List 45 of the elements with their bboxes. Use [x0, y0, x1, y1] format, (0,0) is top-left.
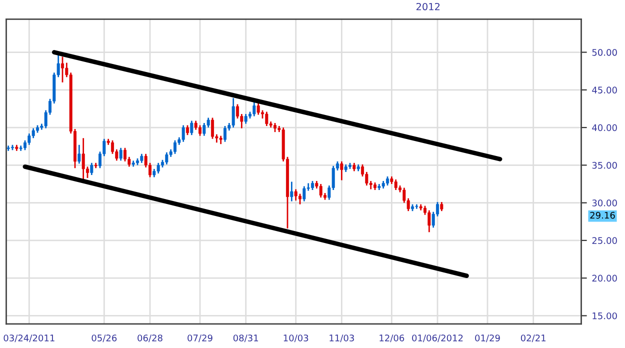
candlestick: [165, 152, 168, 166]
y-tick-label: 15.00: [592, 312, 617, 320]
candlestick: [340, 160, 344, 181]
candlestick: [319, 183, 322, 198]
x-tick-label: 01/29: [475, 334, 500, 342]
y-tick-label: 25.00: [592, 237, 617, 244]
y-tick-label: 40.00: [592, 124, 617, 132]
x-tick-label: 02/21: [520, 334, 546, 342]
candlestick: [190, 120, 194, 136]
candlestick: [186, 124, 189, 136]
candlestick: [28, 132, 31, 146]
candlestick: [244, 113, 248, 124]
y-tick-label: 35.00: [592, 162, 617, 169]
candlestick: [428, 210, 431, 233]
candlestick: [156, 162, 160, 174]
x-tick-label: 10/03: [284, 334, 308, 342]
candlestick: [294, 188, 298, 202]
x-tick-label: 12/06: [380, 334, 404, 342]
y-tick-label: 30.00: [592, 200, 617, 206]
candlestick: [78, 144, 81, 164]
y-tick-label: 50.00: [592, 48, 617, 56]
candlestick: [194, 120, 198, 130]
candlestick: [290, 181, 294, 202]
x-tick-label: 07/29: [188, 334, 212, 342]
candlestick: [90, 162, 94, 176]
x-tick-label: 06/28: [138, 334, 162, 342]
x-tick-label: 03/24/2011: [4, 334, 54, 342]
y-tick-label: 45.00: [592, 86, 617, 94]
candlestick: [119, 147, 122, 162]
candlestick: [232, 97, 235, 128]
x-tick-label: 05/26: [92, 334, 117, 342]
candlestick: [252, 100, 256, 117]
x-tick-label: 01/06/2012: [412, 334, 463, 342]
x-tick-label: 11/03: [330, 334, 354, 342]
text: 2012: [416, 2, 440, 10]
text: 29.16: [590, 212, 615, 219]
candlestick: [440, 201, 444, 212]
x-tick-label: 08/31: [233, 334, 258, 342]
candlestick: [82, 137, 85, 180]
candlestick: [394, 178, 398, 191]
candlestick: [140, 153, 144, 164]
candlestick: [302, 186, 306, 202]
y-tick-label: 20.00: [592, 274, 617, 282]
candlestick: [265, 111, 268, 127]
candlestick: [182, 124, 185, 143]
